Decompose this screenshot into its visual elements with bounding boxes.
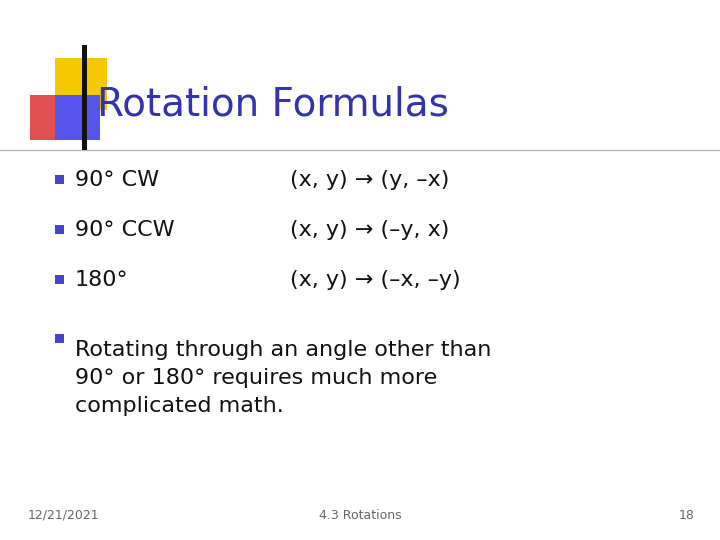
Text: (x, y) → (–x, –y): (x, y) → (–x, –y) [290, 270, 461, 290]
Text: 4.3 Rotations: 4.3 Rotations [319, 509, 401, 522]
Bar [82, 45, 87, 150]
Bar [30, 95, 75, 140]
Text: Rotating through an angle other than
90° or 180° requires much more
complicated : Rotating through an angle other than 90°… [75, 340, 491, 416]
Bar [55, 58, 107, 110]
Text: 12/21/2021: 12/21/2021 [28, 509, 99, 522]
Bar [55, 275, 64, 284]
Text: Rotation Formulas: Rotation Formulas [97, 86, 449, 124]
Bar [55, 95, 100, 140]
Text: 90° CCW: 90° CCW [75, 220, 175, 240]
Text: 18: 18 [679, 509, 695, 522]
Bar [55, 225, 64, 234]
Text: (x, y) → (y, –x): (x, y) → (y, –x) [290, 170, 449, 190]
Bar [55, 334, 64, 343]
Text: 90° CW: 90° CW [75, 170, 159, 190]
Text: (x, y) → (–y, x): (x, y) → (–y, x) [290, 220, 449, 240]
Bar [55, 175, 64, 184]
Text: 180°: 180° [75, 270, 129, 290]
